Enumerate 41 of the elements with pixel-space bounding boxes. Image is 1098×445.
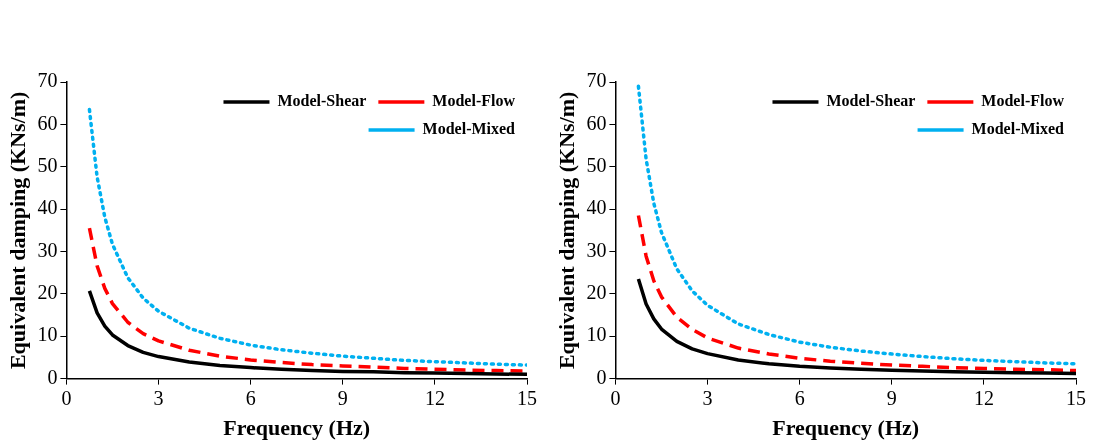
legend-label: Model-Mixed xyxy=(422,120,516,138)
legend-label: Model-Shear xyxy=(277,92,367,110)
legend-label: Model-Mixed xyxy=(971,120,1065,138)
line-series xyxy=(87,107,527,367)
legend-label: Model-Flow xyxy=(432,92,516,110)
legend-label: Model-Shear xyxy=(826,92,916,110)
y-tick-label: 10 xyxy=(586,323,607,346)
x-tick-label: 3 xyxy=(702,386,713,409)
y-tick-label: 50 xyxy=(37,153,58,176)
y-tick-label: 60 xyxy=(586,111,607,134)
y-tick-label: 20 xyxy=(37,281,58,304)
y-tick-label: 0 xyxy=(47,365,58,388)
x-tick-label: 9 xyxy=(886,386,897,409)
y-tick-label: 60 xyxy=(37,111,58,134)
y-axis-title: Equivalent damping (KNs/m) xyxy=(553,91,579,370)
x-tick-label: 15 xyxy=(1066,386,1086,409)
y-tick-label: 70 xyxy=(37,69,58,92)
y-axis-title: Equivalent damping (KNs/m) xyxy=(4,91,30,370)
x-tick-label: 0 xyxy=(61,386,72,409)
y-tick-label: 30 xyxy=(37,238,58,261)
y-tick-label: 20 xyxy=(586,281,607,304)
x-axis-title: Frequency (Hz) xyxy=(772,415,920,441)
y-tick-label: 40 xyxy=(586,196,607,219)
y-tick-label: 30 xyxy=(586,238,607,261)
x-tick-label: 15 xyxy=(517,386,537,409)
y-tick-label: 50 xyxy=(586,153,607,176)
legend-label: Model-Flow xyxy=(981,92,1065,110)
y-tick-label: 40 xyxy=(37,196,58,219)
x-tick-label: 12 xyxy=(973,386,994,409)
x-tick-label: 6 xyxy=(794,386,805,409)
x-tick-label: 6 xyxy=(245,386,256,409)
line-series xyxy=(636,84,1076,366)
y-tick-label: 0 xyxy=(596,365,607,388)
line-series xyxy=(636,213,1076,373)
x-axis-title: Frequency (Hz) xyxy=(223,415,371,441)
x-tick-label: 12 xyxy=(424,386,445,409)
x-tick-label: 0 xyxy=(610,386,621,409)
x-tick-label: 3 xyxy=(153,386,164,409)
x-tick-label: 9 xyxy=(337,386,348,409)
y-tick-label: 70 xyxy=(586,69,607,92)
y-tick-label: 10 xyxy=(37,323,58,346)
